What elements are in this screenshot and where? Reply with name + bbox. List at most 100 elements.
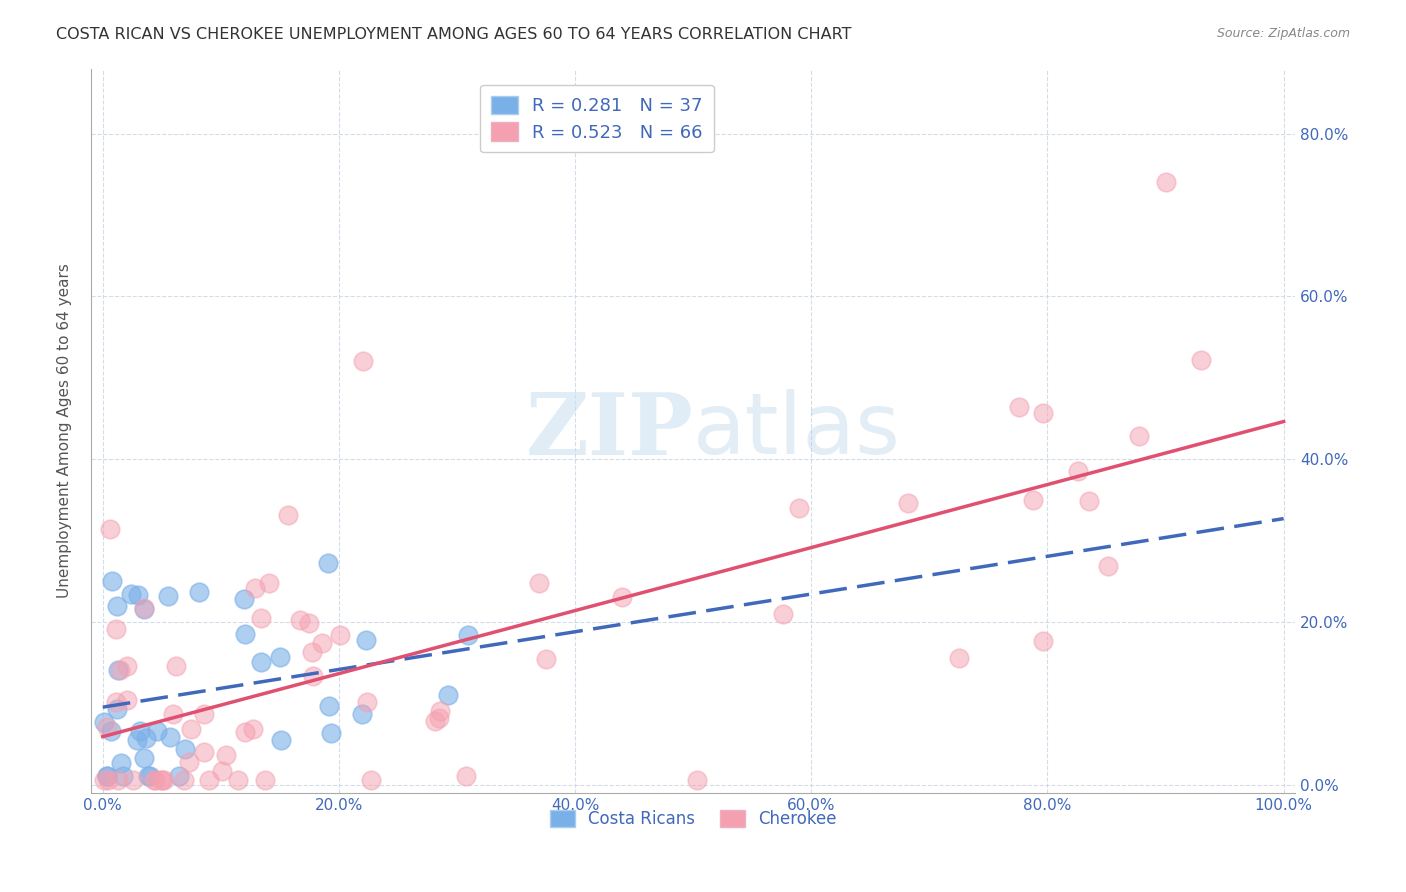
Point (129, 724, 152, 739)
Point (105, 702, 128, 716)
Point (360, 773, 382, 788)
Point (115, 659, 138, 673)
Point (233, 627, 256, 641)
Point (298, 615, 321, 630)
Point (1189, 352, 1212, 367)
Point (534, 651, 557, 665)
Point (97, 773, 120, 788)
Point (120, 586, 142, 600)
Point (132, 751, 155, 765)
Point (134, 601, 156, 615)
Point (242, 722, 264, 736)
Point (897, 496, 920, 510)
Point (354, 632, 377, 647)
Point (173, 742, 195, 756)
Point (104, 622, 127, 636)
Point (456, 769, 478, 783)
Point (288, 613, 311, 627)
Point (215, 748, 238, 763)
Point (1078, 494, 1101, 508)
Point (150, 773, 173, 788)
Point (527, 576, 550, 591)
Point (1154, 176, 1177, 190)
Point (187, 585, 209, 599)
Point (249, 655, 271, 669)
Point (233, 725, 256, 739)
Point (162, 707, 184, 722)
Point (167, 769, 190, 783)
Point (96, 769, 118, 783)
Point (198, 773, 221, 788)
Point (1022, 493, 1045, 508)
Point (105, 695, 128, 709)
Point (1008, 401, 1031, 415)
Point (157, 589, 180, 603)
Point (772, 607, 794, 621)
Point (350, 706, 373, 721)
Point (1032, 634, 1054, 648)
Point (93, 773, 115, 788)
Point (610, 590, 633, 604)
Point (1032, 406, 1054, 420)
Point (259, 575, 281, 590)
Point (152, 773, 174, 788)
Point (301, 645, 323, 659)
Point (250, 611, 273, 625)
Point (302, 669, 325, 683)
Text: COSTA RICAN VS CHEROKEE UNEMPLOYMENT AMONG AGES 60 TO 64 YEARS CORRELATION CHART: COSTA RICAN VS CHEROKEE UNEMPLOYMENT AMO… (56, 27, 852, 42)
Text: atlas: atlas (693, 389, 901, 472)
Point (165, 659, 187, 673)
Point (110, 663, 132, 677)
Point (105, 599, 128, 613)
Point (107, 663, 129, 677)
Point (193, 707, 215, 722)
Point (98, 522, 121, 536)
Point (254, 773, 277, 788)
Point (138, 769, 160, 783)
Point (948, 651, 970, 665)
Point (96, 769, 118, 783)
Point (127, 588, 149, 602)
Point (100, 724, 122, 739)
Point (96, 720, 118, 734)
Point (425, 714, 447, 728)
Point (132, 601, 155, 615)
Text: Source: ZipAtlas.com: Source: ZipAtlas.com (1216, 27, 1350, 40)
Point (138, 769, 160, 783)
Text: ZIP: ZIP (526, 389, 693, 473)
Point (429, 704, 451, 718)
Point (146, 724, 169, 739)
Point (243, 581, 266, 595)
Point (93, 715, 115, 730)
Point (316, 556, 339, 570)
Point (352, 354, 374, 368)
Point (427, 711, 450, 725)
Point (311, 635, 333, 649)
Point (110, 756, 132, 770)
Point (107, 773, 129, 788)
Legend: Costa Ricans, Cherokee: Costa Ricans, Cherokee (543, 804, 844, 835)
Point (226, 773, 249, 788)
Point (356, 695, 378, 709)
Point (436, 688, 458, 702)
Point (686, 773, 709, 788)
Y-axis label: Unemployment Among Ages 60 to 64 years: Unemployment Among Ages 60 to 64 years (58, 263, 72, 598)
Point (122, 773, 145, 788)
Point (1097, 558, 1119, 573)
Point (1128, 428, 1150, 442)
Point (318, 698, 340, 713)
Point (180, 722, 202, 736)
Point (111, 769, 134, 783)
Point (457, 628, 479, 642)
Point (211, 764, 233, 778)
Point (150, 773, 173, 788)
Point (173, 773, 195, 788)
Point (1067, 464, 1090, 478)
Point (233, 592, 256, 607)
Point (270, 732, 292, 747)
Point (319, 726, 342, 740)
Point (787, 500, 810, 515)
Point (179, 755, 201, 769)
Point (159, 731, 181, 745)
Point (101, 574, 124, 588)
